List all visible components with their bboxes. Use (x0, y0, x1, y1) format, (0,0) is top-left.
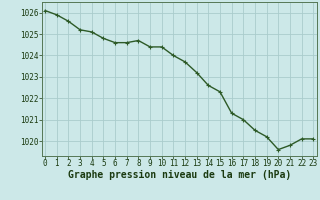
X-axis label: Graphe pression niveau de la mer (hPa): Graphe pression niveau de la mer (hPa) (68, 170, 291, 180)
